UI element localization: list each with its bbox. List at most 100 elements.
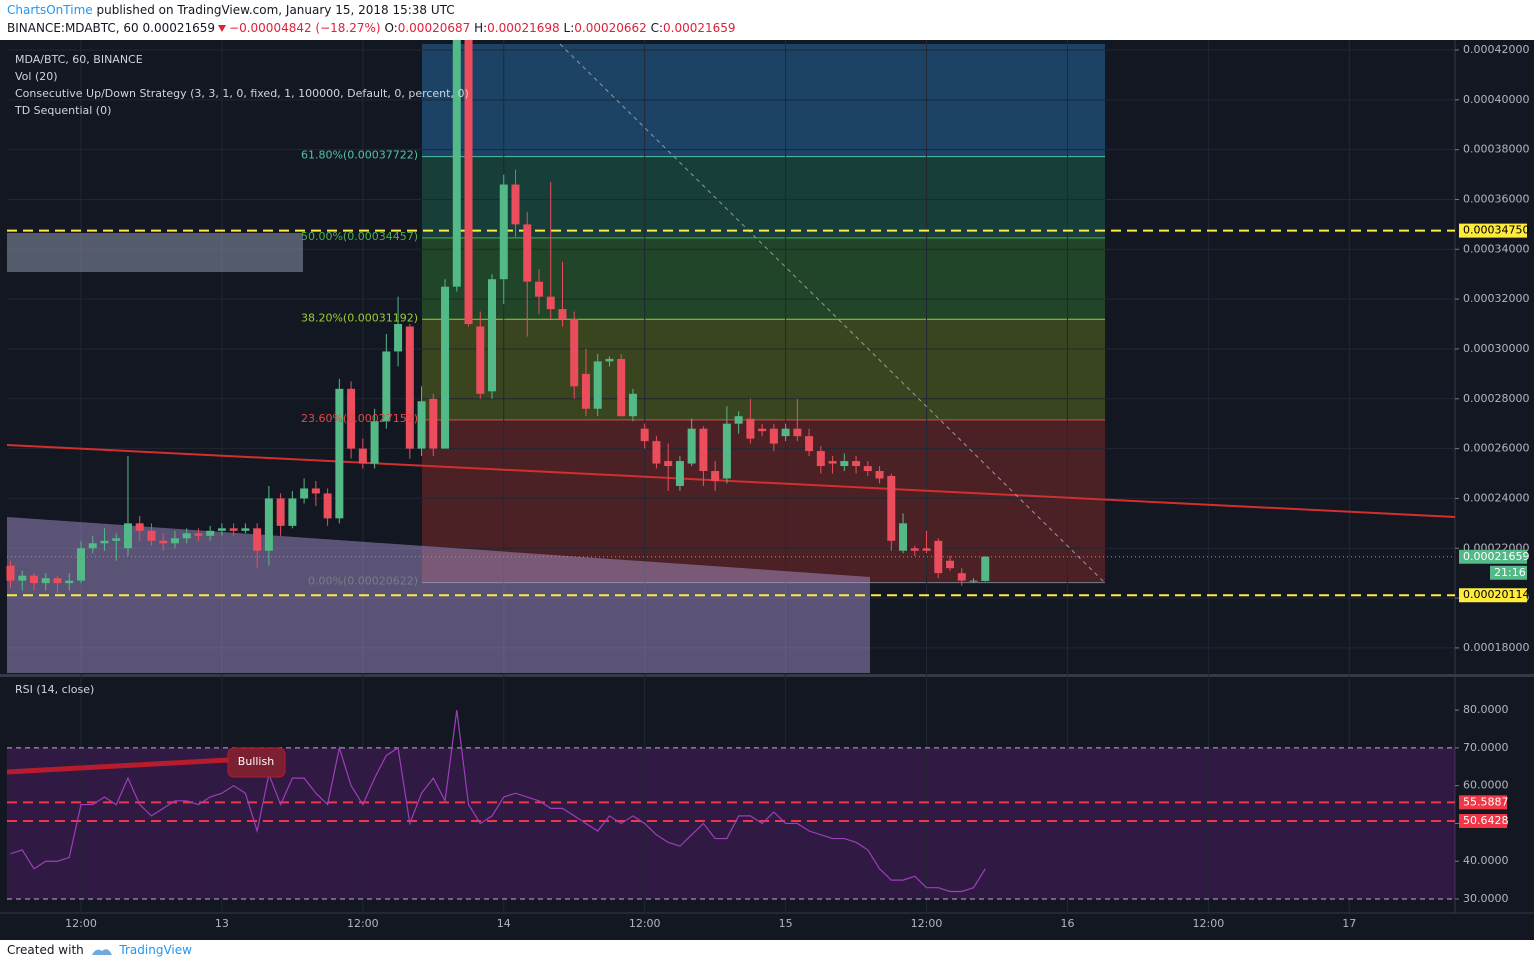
candle-body <box>534 281 543 297</box>
candle-body <box>229 528 238 531</box>
rsi-line <box>10 710 986 893</box>
candle-body <box>335 388 344 519</box>
price-tag <box>1459 223 1527 238</box>
level-tag-label: 55.5887 <box>1463 795 1509 808</box>
y-tick-label: 0.00030000 <box>1463 342 1529 355</box>
candle-body <box>758 428 767 432</box>
candle-body <box>593 361 602 409</box>
price: 0.00021659 <box>142 21 216 35</box>
brand[interactable]: TradingView <box>119 943 192 957</box>
candle-body <box>147 530 156 541</box>
level-tag <box>1459 814 1507 829</box>
countdown-tag <box>1490 565 1527 580</box>
y-tick-label: 0.00024000 <box>1463 491 1529 504</box>
l-label: L: <box>563 21 575 35</box>
candle-body <box>887 476 896 541</box>
grid <box>7 40 1455 913</box>
volume-shade <box>7 517 870 673</box>
y-tick-label: 60.0000 <box>1463 779 1509 792</box>
y-tick-label: 0.00026000 <box>1463 442 1529 455</box>
candle-body <box>511 184 520 225</box>
candle-body <box>488 279 497 392</box>
c-label: C: <box>650 21 664 35</box>
l-value: 0.00020662 <box>574 21 647 35</box>
h-value: 0.00021698 <box>487 21 560 35</box>
candle-body <box>581 373 590 409</box>
candle-body <box>546 296 555 310</box>
legend-entry: Consecutive Up/Down Strategy (3, 3, 1, 0… <box>15 87 469 100</box>
candle-body <box>910 548 919 551</box>
candle-body <box>793 428 802 437</box>
rsi-band <box>7 747 1455 900</box>
candle-body <box>523 224 532 282</box>
candle-body <box>112 538 121 541</box>
x-tick-label: 12:00 <box>347 917 379 930</box>
candle-body <box>394 324 403 352</box>
candle-body <box>123 523 132 549</box>
candle-body <box>840 461 849 467</box>
countdown: 21:16 <box>1494 566 1526 579</box>
candle-body <box>558 309 567 320</box>
x-tick-label: 12:00 <box>1193 917 1225 930</box>
level-tag-label: 50.6428 <box>1463 814 1509 827</box>
price-tag <box>1459 549 1527 564</box>
candle-body <box>899 523 908 551</box>
fib-zone <box>422 319 1105 420</box>
candle-body <box>746 418 755 439</box>
trend-line <box>6 444 1456 518</box>
candle-body <box>652 441 661 464</box>
labels: 61.80%(0.00037722) 50.00%(0.00034457) 38.2… <box>6 43 1529 930</box>
candle-body <box>429 398 438 449</box>
candle-body <box>863 466 872 472</box>
candle-body <box>441 286 450 449</box>
candle-body <box>476 326 485 394</box>
brand-logo <box>91 948 112 955</box>
candle-body <box>405 326 414 449</box>
candle-body <box>617 358 626 417</box>
candle-body <box>300 488 309 499</box>
x-tick-label: 16 <box>1060 917 1074 930</box>
candle-body <box>805 436 814 452</box>
candle-body <box>699 428 708 472</box>
candle-body <box>828 461 837 464</box>
candle-body <box>769 428 778 444</box>
candle-body <box>464 40 473 325</box>
y-tick-label: 0.00018000 <box>1463 641 1529 654</box>
fib-zone <box>422 419 1105 583</box>
fib-label: 23.60%(0.00027152) <box>301 412 418 425</box>
candle-body <box>875 471 884 479</box>
y-tick-label: 70.0000 <box>1463 741 1509 754</box>
candle-body <box>311 488 320 494</box>
x-tick-label: 13 <box>215 917 229 930</box>
candle-body <box>452 40 461 287</box>
candle-body <box>194 533 203 536</box>
candle-body <box>18 575 27 581</box>
candle-body <box>734 416 743 424</box>
fib-label: 38.20%(0.00031192) <box>301 311 418 324</box>
candle-body <box>969 580 978 582</box>
candle-body <box>946 560 955 569</box>
candle-body <box>264 498 273 551</box>
candle-body <box>934 540 943 574</box>
candle-body <box>170 538 179 544</box>
author-link[interactable]: ChartsOnTime <box>7 3 93 17</box>
y-tick-label: 0.00038000 <box>1463 143 1529 156</box>
candle-body <box>88 543 97 549</box>
x-tick-label: 17 <box>1342 917 1356 930</box>
footer: Created with TradingView <box>7 943 192 957</box>
fib-zone <box>422 237 1105 320</box>
price-tag <box>1459 588 1527 603</box>
candle-body <box>76 548 85 581</box>
candle-body <box>664 461 673 467</box>
candle-body <box>182 533 191 539</box>
candle-body <box>922 548 931 551</box>
o-label: O: <box>384 21 398 35</box>
legend-entry: Vol (20) <box>15 70 58 83</box>
y-tick-label: 0.00042000 <box>1463 43 1529 56</box>
x-tick-label: 15 <box>779 917 793 930</box>
candle-body <box>53 578 62 584</box>
x-tick-label: 14 <box>497 917 511 930</box>
candle-body <box>382 351 391 422</box>
candle-body <box>722 423 731 479</box>
